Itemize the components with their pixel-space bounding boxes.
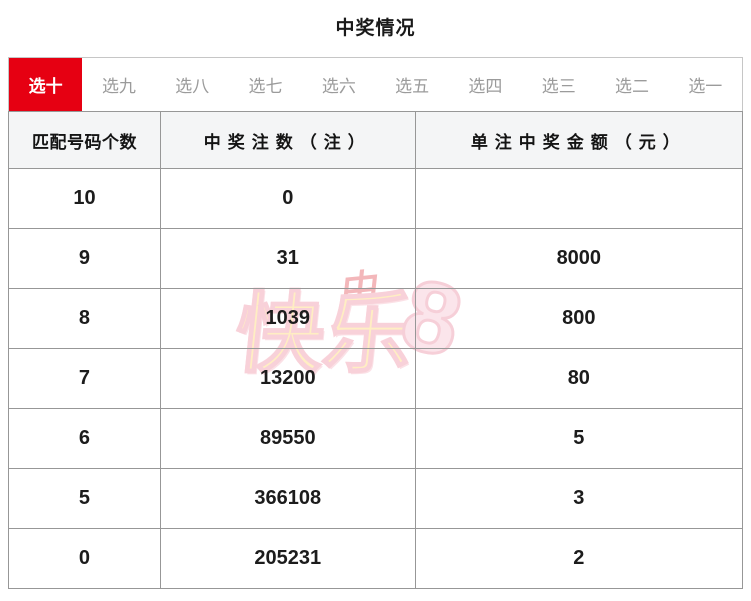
table-row: 8 1039 800 <box>8 288 744 349</box>
cell-matched: 0 <box>8 528 161 589</box>
table-row: 10 0 <box>8 168 744 229</box>
tab-pick-6[interactable]: 选六 <box>321 77 356 96</box>
cell-matched: 9 <box>8 228 161 289</box>
table-row: 9 31 8000 <box>8 228 744 289</box>
table-row: 0 205231 2 <box>8 528 744 589</box>
cell-bets: 31 <box>159 228 416 289</box>
tab-pick-10[interactable]: 选十 <box>9 58 83 111</box>
tab-pick-7[interactable]: 选七 <box>248 77 283 96</box>
header-winning-bets: 中奖注数（注） <box>159 111 416 169</box>
cell-matched: 8 <box>8 288 161 349</box>
cell-matched: 5 <box>8 468 161 529</box>
tab-pick-1[interactable]: 选一 <box>688 77 723 96</box>
cell-prize: 80 <box>414 348 744 409</box>
table-row: 7 13200 80 <box>8 348 744 409</box>
cell-matched: 6 <box>8 408 161 469</box>
header-prize-amount: 单注中奖金额（元） <box>414 111 744 169</box>
cell-bets: 366108 <box>159 468 416 529</box>
prize-panel: 选十 选九 选八 选七 选六 选五 选四 选三 选二 选一 中 快乐 8 匹配号… <box>8 57 744 589</box>
table-header-row: 匹配号码个数 中奖注数（注） 单注中奖金额（元） <box>8 111 744 169</box>
cell-bets: 205231 <box>159 528 416 589</box>
tab-pick-2[interactable]: 选二 <box>615 77 650 96</box>
page-title: 中奖情况 <box>335 18 416 39</box>
cell-prize: 800 <box>414 288 744 349</box>
table-row: 5 366108 3 <box>8 468 744 529</box>
tab-pick-5[interactable]: 选五 <box>395 77 430 96</box>
cell-matched: 10 <box>8 168 161 229</box>
tab-pick-4[interactable]: 选四 <box>468 77 503 96</box>
tab-pick-9[interactable]: 选九 <box>101 77 136 96</box>
cell-matched: 7 <box>8 348 161 409</box>
cell-prize: 8000 <box>414 228 744 289</box>
pick-count-tab-bar: 选十 选九 选八 选七 选六 选五 选四 选三 选二 选一 <box>8 57 743 111</box>
cell-prize: 2 <box>414 528 744 589</box>
cell-bets: 0 <box>159 168 416 229</box>
cell-prize <box>414 168 744 229</box>
cell-prize: 3 <box>414 468 744 529</box>
prize-table: 匹配号码个数 中奖注数（注） 单注中奖金额（元） 10 0 9 31 8000 … <box>8 111 744 589</box>
cell-bets: 1039 <box>159 288 416 349</box>
table-row: 6 89550 5 <box>8 408 744 469</box>
cell-bets: 89550 <box>159 408 416 469</box>
header-matched-count: 匹配号码个数 <box>8 111 161 169</box>
cell-bets: 13200 <box>159 348 416 409</box>
tab-pick-3[interactable]: 选三 <box>541 77 576 96</box>
cell-prize: 5 <box>414 408 744 469</box>
tab-pick-8[interactable]: 选八 <box>175 77 210 96</box>
